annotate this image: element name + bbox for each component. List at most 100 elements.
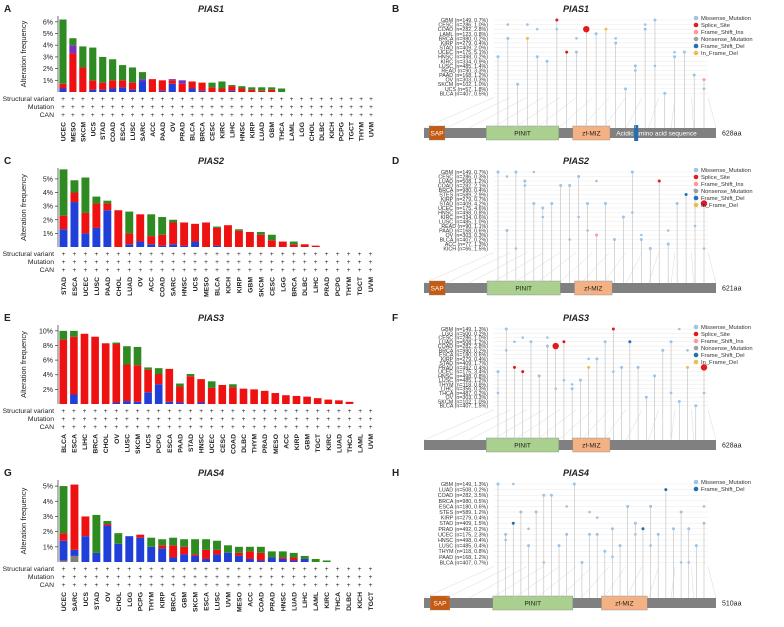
mutation-dot bbox=[511, 482, 515, 486]
sample-label: COAD (n=282, 2.8%) bbox=[438, 27, 488, 33]
row-mark-can: + bbox=[180, 112, 184, 119]
domain-label: Acidic amino acid sequence bbox=[616, 130, 697, 137]
mutation-dot bbox=[611, 327, 615, 331]
row-mark-can: + bbox=[305, 424, 309, 431]
row-mark-structural: + bbox=[336, 251, 340, 258]
x-tick-label: THYM bbox=[346, 277, 353, 297]
bar-segment-amplification bbox=[278, 557, 287, 559]
sample-label: UCEC (n=175, 5.1%) bbox=[438, 50, 488, 56]
x-tick-label: DLBC bbox=[302, 277, 309, 296]
row-mark-can: + bbox=[215, 582, 219, 589]
row-mark-structural: + bbox=[105, 251, 109, 258]
bar-segment-mutation bbox=[300, 555, 309, 559]
sample-label: LIHC (n=356, 0.3%) bbox=[441, 387, 488, 393]
bar-segment-amplification bbox=[180, 546, 189, 555]
row-mark-structural: + bbox=[359, 96, 363, 103]
row-mark-mutation: + bbox=[292, 574, 296, 581]
position-connector bbox=[491, 97, 544, 129]
sample-label: READ (n=90, 1.1%) bbox=[441, 224, 488, 230]
row-mark-can: + bbox=[369, 582, 373, 589]
sample-label: LAML (n=123, 0.8%) bbox=[439, 32, 488, 38]
bar-segment-amplification bbox=[245, 232, 254, 247]
bar-segment-amplification bbox=[213, 227, 221, 246]
bar-segment-deep_deletion bbox=[99, 89, 107, 92]
row-mark-can: + bbox=[242, 424, 246, 431]
bar-segment-amplification bbox=[289, 244, 298, 247]
row-mark-can: + bbox=[178, 424, 182, 431]
mutation-dot bbox=[583, 25, 590, 33]
bar-segment-mutation bbox=[180, 539, 189, 547]
row-mark-mutation: + bbox=[105, 259, 109, 266]
bar-segment-amplification bbox=[311, 245, 320, 247]
row-mark-mutation: + bbox=[273, 416, 277, 423]
bar-segment-mutation bbox=[213, 226, 221, 228]
legend-label: Frame_Shift_Del bbox=[701, 353, 745, 359]
row-mark-structural: + bbox=[260, 96, 264, 103]
row-mark-can: + bbox=[160, 267, 164, 274]
position-connector bbox=[558, 97, 593, 129]
row-mark-structural: + bbox=[263, 408, 267, 415]
row-mark-mutation: + bbox=[336, 574, 340, 581]
row-mark-can: + bbox=[319, 112, 323, 119]
x-tick-label: STAD bbox=[100, 122, 107, 140]
row-mark-structural: + bbox=[237, 566, 241, 573]
bar-segment-amplification bbox=[128, 82, 137, 90]
mutation-dot bbox=[702, 87, 706, 91]
position-connector bbox=[513, 97, 560, 129]
mutation-dot bbox=[568, 238, 571, 241]
mutation-dot bbox=[523, 184, 527, 187]
row-mark-structural: + bbox=[326, 408, 330, 415]
x-tick-label: DLBC bbox=[346, 592, 353, 611]
row-label: Structural variant bbox=[3, 566, 54, 573]
bar-segment-deep_deletion bbox=[198, 90, 206, 92]
row-label: Structural variant bbox=[3, 96, 54, 103]
bar-segment-amplification bbox=[207, 387, 216, 404]
row-mark-structural: + bbox=[316, 408, 320, 415]
position-connector bbox=[536, 97, 577, 129]
bar-segment-amplification bbox=[81, 212, 90, 234]
lollipop-svg: D PIAS2 GBM (n=149, 0.7%)CESC (n=286, 0.3%… bbox=[392, 156, 753, 296]
bar-segment-mutation bbox=[207, 381, 216, 388]
x-tick-label: BLCA bbox=[215, 277, 222, 296]
row-mark-mutation: + bbox=[81, 104, 85, 111]
bar-segment-amplification bbox=[218, 384, 227, 404]
row-mark-can: + bbox=[200, 112, 204, 119]
bar-segment-amplification bbox=[176, 386, 184, 403]
row-mark-can: + bbox=[146, 424, 150, 431]
bar-segment-amplification bbox=[313, 398, 322, 404]
row-mark-can: + bbox=[61, 112, 65, 119]
row-mark-structural: + bbox=[336, 566, 340, 573]
bar-segment-amplification bbox=[335, 400, 343, 404]
sample-label: HNSC (n=498, 0.8%) bbox=[438, 374, 488, 380]
position-connector bbox=[491, 566, 544, 599]
x-tick-label: COAD bbox=[258, 592, 265, 612]
bar-segment-mutation bbox=[112, 342, 121, 345]
x-tick-label: OV bbox=[105, 592, 112, 602]
mutation-dot bbox=[554, 387, 557, 390]
mutation-dot bbox=[686, 349, 689, 352]
chart-title: PIAS3 bbox=[563, 313, 589, 323]
bar-segment-deep_deletion bbox=[256, 560, 265, 562]
sample-label: SKCM (n=102, 1.0%) bbox=[438, 399, 488, 405]
mutation-dot bbox=[693, 224, 697, 228]
row-mark-structural: + bbox=[369, 96, 373, 103]
domain-label: zf-MIZ bbox=[615, 600, 633, 607]
row-mark-structural: + bbox=[94, 251, 98, 258]
row-mark-mutation: + bbox=[349, 104, 353, 111]
x-tick-label: COAD bbox=[160, 277, 167, 297]
x-tick-label: KICH bbox=[225, 277, 232, 294]
bar-segment-mutation bbox=[158, 539, 167, 546]
row-mark-structural: + bbox=[62, 251, 66, 258]
row-mark-can: + bbox=[259, 582, 263, 589]
bar-segment-deep_deletion bbox=[144, 392, 152, 404]
row-label: Mutation bbox=[28, 259, 54, 266]
position-connector bbox=[670, 409, 676, 441]
row-mark-mutation: + bbox=[231, 416, 235, 423]
x-tick-label: GBM bbox=[305, 434, 312, 450]
row-mark-mutation: + bbox=[310, 104, 314, 111]
bar-segment-mutation bbox=[234, 229, 243, 231]
mutation-dot bbox=[595, 516, 599, 519]
x-tick-label: BRCA bbox=[93, 434, 100, 454]
panel-letter: H bbox=[392, 468, 399, 479]
